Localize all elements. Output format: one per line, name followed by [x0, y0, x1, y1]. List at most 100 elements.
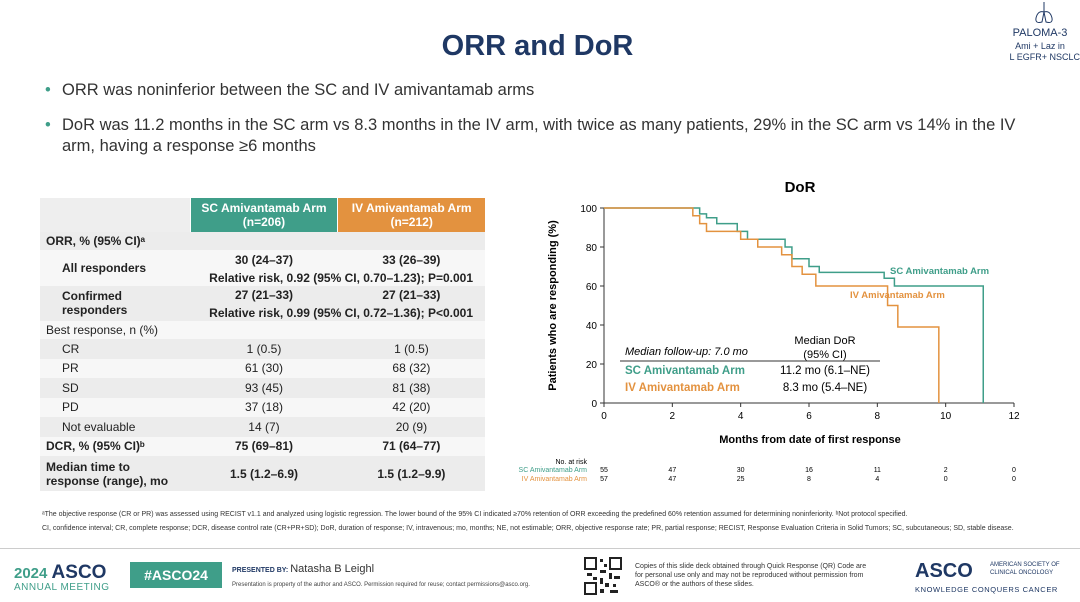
hashtag: #ASCO24 [130, 562, 222, 588]
value-cell: 42 (20) [392, 400, 431, 415]
relative-risk: Relative risk, 0.99 (95% CI, 0.72–1.36);… [209, 306, 473, 320]
at-risk-count: 11 [874, 467, 881, 474]
society-logo: ASCO [915, 560, 973, 582]
header-cell [40, 198, 191, 232]
value-cell: 93 (45) [244, 380, 283, 395]
presented-label: PRESENTED BY: [232, 567, 289, 574]
at-risk-count: 30 [737, 467, 745, 474]
table-row: Not evaluable 14 (7) 20 (9) [40, 417, 485, 437]
row-label: CR [62, 341, 80, 356]
median-name: IV Amivantamab Arm [625, 382, 740, 394]
qr-code [583, 556, 623, 596]
value-cell: 1 (0.5) [394, 341, 429, 356]
section-cell: ORR, % (95% CI)ᵃ [46, 234, 146, 248]
x-tick-label: 10 [940, 411, 952, 422]
row-label: Confirmed responders [62, 289, 128, 318]
row-label: All responders [62, 260, 147, 275]
property-note: Presentation is property of the author a… [232, 582, 530, 588]
median-value: 11.2 mo (6.1–NE) [780, 365, 870, 377]
brand: ASCO [51, 562, 107, 583]
curve-label: IV Amivantamab Arm [850, 290, 945, 301]
x-tick-label: 6 [806, 411, 812, 422]
at-risk-count: 47 [668, 476, 676, 483]
chart-title: DoR [785, 179, 816, 196]
km-curve [604, 207, 940, 403]
table-row: PR 61 (30) 68 (32) [40, 358, 485, 378]
presented-by: PRESENTED BY: Natasha B Leighl [232, 563, 374, 575]
value-cell: 75 (69–81) [234, 439, 293, 454]
table-row: Confirmed responders 27 (21–33) 27 (21–33) [40, 285, 485, 317]
table-row: Best response, n (%) [40, 321, 485, 339]
value-cell: 33 (26–39) [382, 252, 441, 267]
value-cell: 71 (64–77) [382, 439, 441, 454]
y-tick-label: 100 [580, 204, 597, 215]
x-tick-label: 0 [601, 411, 607, 422]
footnote: CI, confidence interval; CR, complete re… [42, 525, 1014, 532]
y-tick-label: 40 [586, 321, 598, 332]
table-row: SD 93 (45) 81 (38) [40, 378, 485, 398]
value-cell: 1 (0.5) [246, 341, 282, 356]
bullet: ORR was noninferior between the SC and I… [45, 80, 1052, 101]
badge: PALOMA-3 [1012, 27, 1068, 39]
society-name: AMERICAN SOCIETY OF CLINICAL ONCOLOGY [990, 562, 1060, 576]
at-risk-name: IV Amivantamab Arm [522, 476, 588, 483]
median-name: SC Amivantamab Arm [625, 365, 745, 377]
value-cell: 68 (32) [392, 361, 431, 376]
badge: 3L EGFR+ NSCLC [1010, 52, 1080, 62]
table-row: CR 1 (0.5) 1 (0.5) [40, 339, 485, 359]
table-row: PD 37 (18) 42 (20) [40, 397, 485, 417]
at-risk-label: No. at risk [555, 459, 587, 466]
value-cell: 81 (38) [392, 380, 431, 395]
table-row: All responders 30 (24–37) 33 (26–39) [40, 250, 485, 275]
x-tick-label: 4 [738, 411, 744, 422]
table-row: ORR, % (95% CI)ᵃ [40, 232, 485, 250]
at-risk-count: 16 [805, 467, 813, 474]
header-row: SC Amivantamab Arm (n=206) IV Amivantamab… [40, 198, 485, 232]
at-risk-count: 0 [1012, 467, 1016, 474]
y-tick-label: 60 [586, 282, 598, 293]
row-label: PD [62, 400, 79, 415]
divider [0, 548, 1080, 549]
y-tick-label: 20 [586, 360, 598, 371]
at-risk-name: SC Amivantamab Arm [519, 467, 588, 474]
value-cell: 27 (21–33) [234, 288, 293, 303]
curve-label: SC Amivantamab Arm [890, 266, 989, 277]
at-risk-count: 57 [600, 476, 608, 483]
lung-icon [1035, 2, 1053, 23]
year: 2024 [14, 565, 48, 582]
value-cell: 1.5 (1.2–6.9) [229, 466, 298, 481]
qr-note: Copies of this slide deck obtained throu… [635, 563, 867, 588]
median-header: (95% CI) [803, 349, 846, 361]
y-tick-label: 80 [586, 243, 598, 254]
row-label: SD [62, 380, 79, 395]
at-risk-count: 47 [668, 467, 676, 474]
footer-logo: 2024 ASCO [14, 562, 106, 584]
at-risk-count: 0 [944, 476, 948, 483]
bullet: DoR was 11.2 months in the SC arm vs 8.3… [45, 115, 1052, 157]
x-tick-label: 8 [875, 411, 881, 422]
value-cell: 20 (9) [395, 419, 428, 434]
at-risk-count: 55 [600, 467, 608, 474]
x-tick-label: 2 [670, 411, 676, 422]
header-cell: IV Amivantamab Arm (n=212) [337, 198, 485, 232]
table-row: Median time to response (range), mo 1.5 (… [40, 456, 485, 491]
x-axis-label: Months from date of first response [719, 434, 901, 446]
at-risk-count: 0 [1012, 476, 1016, 483]
title: ORR and DoR [441, 30, 634, 62]
median-value: 8.3 mo (5.4–NE) [783, 382, 868, 394]
value-cell: 37 (18) [244, 400, 283, 415]
table-row: DCR, % (95% CI)ᵇ 75 (69–81) 71 (64–77) [40, 436, 485, 456]
value-cell: 61 (30) [244, 361, 283, 376]
at-risk-count: 2 [944, 467, 948, 474]
y-axis-label: Patients who are responding (%) [547, 220, 559, 391]
meeting: ANNUAL MEETING [14, 582, 110, 593]
value-cell: 14 (7) [248, 419, 280, 434]
value-cell: 27 (21–33) [382, 288, 441, 303]
relative-risk: Relative risk, 0.92 (95% CI, 0.70–1.23);… [209, 270, 473, 285]
y-tick-label: 0 [591, 399, 597, 410]
x-tick-label: 12 [1008, 411, 1020, 422]
badge: Ami + Laz in [1015, 41, 1065, 51]
section-cell: Best response, n (%) [46, 323, 159, 337]
